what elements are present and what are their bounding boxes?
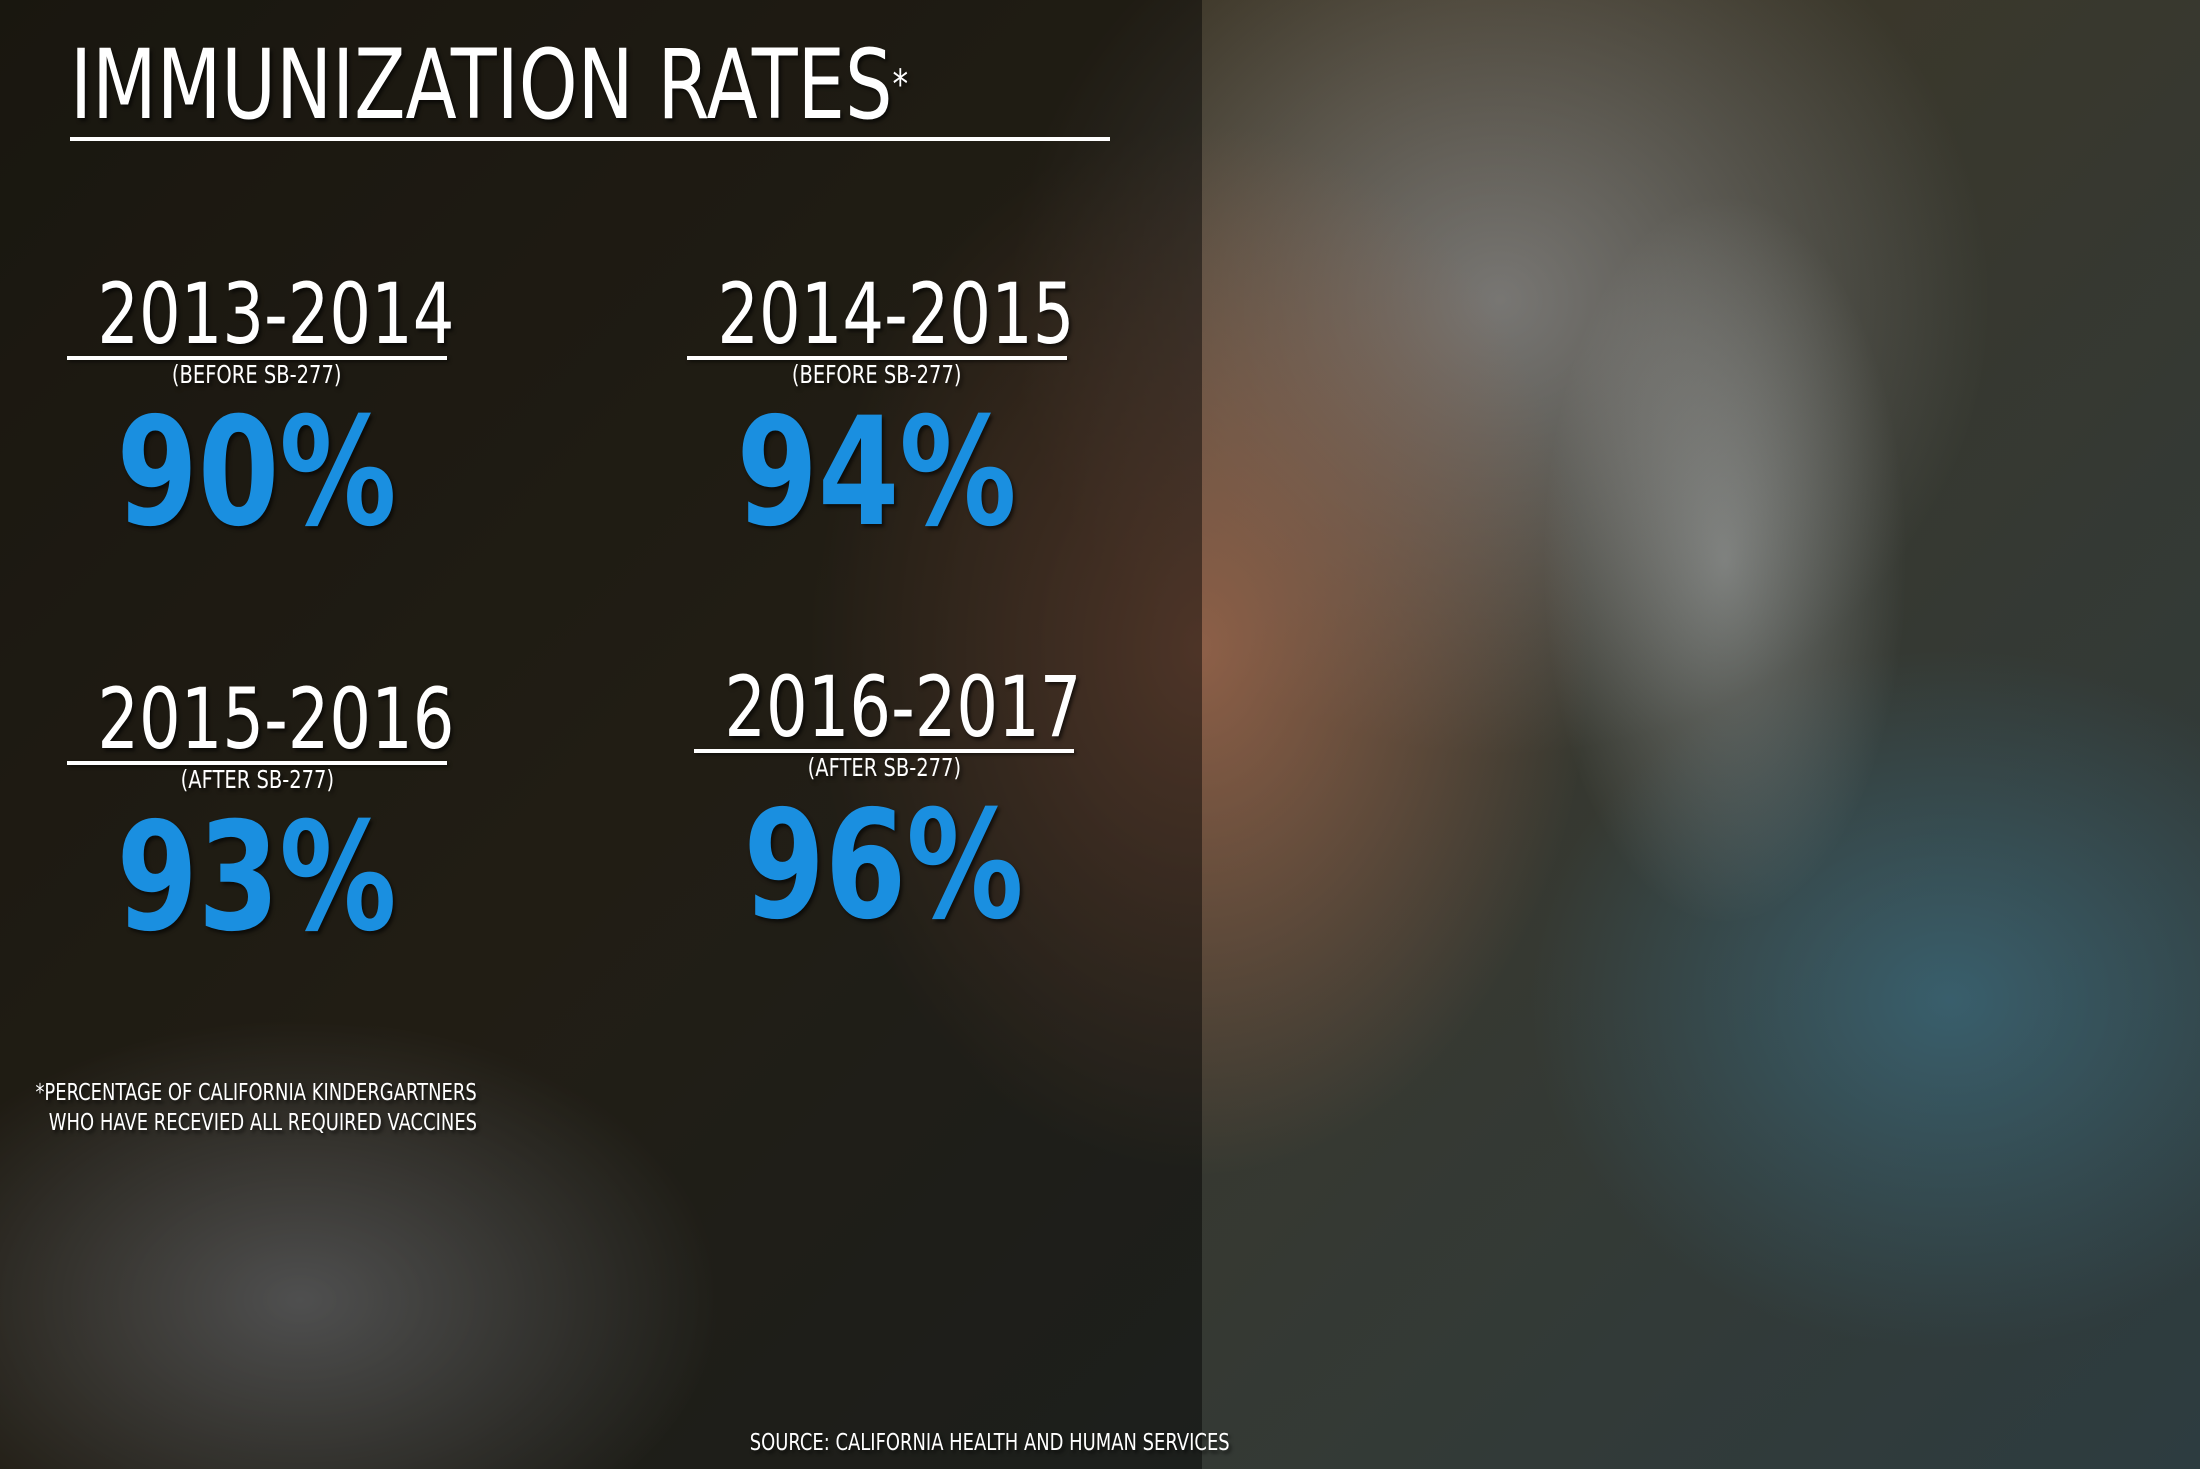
period-rate: 96% [743, 779, 1025, 953]
period-note: (BEFORE SB-277) [172, 360, 342, 389]
period-block: 2013-2014 (BEFORE SB-277) 90% [47, 272, 467, 548]
period-note: (AFTER SB-277) [807, 753, 961, 782]
period-years: 2014-2015 [717, 265, 1075, 363]
period-underline [67, 761, 447, 765]
period-note: (BEFORE SB-277) [792, 360, 962, 389]
period-underline [694, 749, 1074, 753]
period-rate: 94% [736, 386, 1018, 560]
source-box: SOURCE: CALIFORNIA HEALTH AND HUMAN SERV… [682, 1430, 1282, 1456]
title-marker: * [892, 62, 909, 108]
period-underline [67, 356, 447, 360]
dark-overlay [0, 0, 1202, 1469]
period-years: 2016-2017 [724, 658, 1082, 756]
footnote-line: WHO HAVE RECEVIED ALL REQUIRED VACCINES [48, 1110, 477, 1136]
title-box: IMMUNIZATION RATES* [70, 30, 1110, 140]
period-block: 2015-2016 (AFTER SB-277) 93% [47, 677, 467, 953]
period-block: 2016-2017 (AFTER SB-277) 96% [674, 665, 1094, 941]
period-rate: 93% [116, 791, 398, 965]
title-underline [70, 30, 1110, 141]
footnote: *PERCENTAGE OF CALIFORNIA KINDERGARTNERS… [0, 1078, 477, 1138]
source: SOURCE: CALIFORNIA HEALTH AND HUMAN SERV… [749, 1430, 1230, 1456]
period-years: 2013-2014 [97, 265, 455, 363]
period-years: 2015-2016 [97, 670, 455, 768]
period-note: (AFTER SB-277) [180, 765, 334, 794]
period-block: 2014-2015 (BEFORE SB-277) 94% [667, 272, 1087, 548]
title: IMMUNIZATION RATES [70, 29, 893, 141]
period-underline [687, 356, 1067, 360]
period-rate: 90% [116, 386, 398, 560]
footnote-line: *PERCENTAGE OF CALIFORNIA KINDERGARTNERS [35, 1080, 477, 1106]
